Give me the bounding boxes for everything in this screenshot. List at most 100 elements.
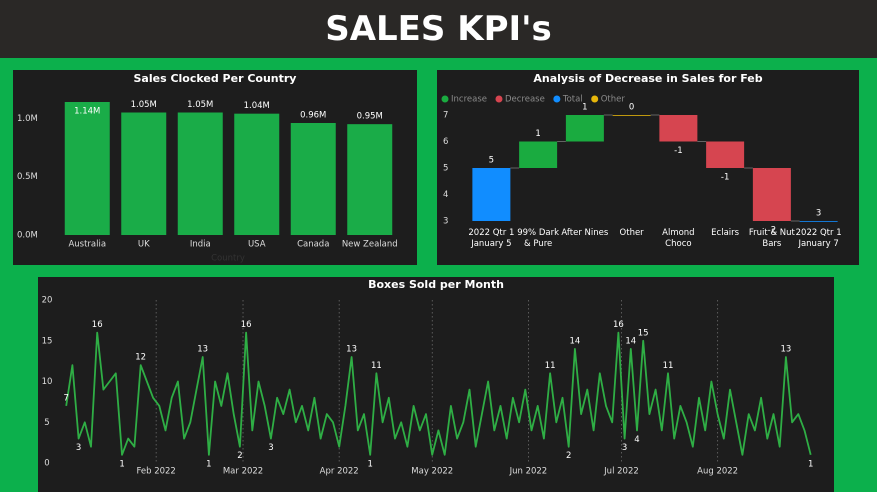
bar [519, 141, 558, 168]
data-line [65, 331, 812, 456]
legend-swatch [495, 95, 503, 103]
data-label: 1.14M [74, 107, 100, 117]
x-tick-label: USA [248, 240, 266, 250]
data-label: 13 [346, 345, 357, 355]
y-tick-label: 4 [443, 190, 448, 200]
page-title: SALES KPI's [0, 0, 877, 58]
y-tick-label: 3 [443, 217, 448, 227]
data-label: 5 [489, 156, 494, 166]
y-tick-label: 5 [443, 164, 448, 174]
legend-swatch [553, 95, 561, 103]
chart: Analysis of Decrease in Sales for Feb In… [441, 72, 838, 236]
bar [706, 141, 745, 168]
bar [64, 102, 110, 235]
data-label: 1.05M [131, 100, 157, 110]
x-tick-label: UK [138, 240, 150, 250]
data-label: -2 [768, 226, 776, 236]
legend-swatch [441, 95, 449, 103]
x-tick-label: Almond Choco [662, 228, 695, 249]
data-label: 1.05M [187, 100, 213, 110]
y-tick-label: 1.0M [17, 114, 38, 124]
x-tick-label: Australia [68, 240, 106, 250]
legend-swatch [591, 95, 599, 103]
data-label: 11 [545, 361, 556, 371]
x-tick-label: 2022 Qtr 1 January 5 [468, 228, 515, 249]
x-axis-label: Country [211, 254, 245, 264]
bar [121, 112, 167, 235]
bar [799, 221, 838, 222]
bar [234, 113, 280, 235]
data-label: -1 [721, 173, 729, 183]
x-tick-label: Fruit & Nut Bars [748, 228, 795, 249]
chart-panel: Analysis of Decrease in Sales for Feb In… [437, 70, 859, 265]
y-tick-label: 0.0M [17, 231, 38, 241]
data-label: 16 [241, 320, 252, 330]
bar [290, 123, 336, 235]
data-label: 0 [629, 103, 634, 113]
x-tick-label: Jul 2022 [603, 467, 639, 477]
data-label: 3 [268, 443, 273, 453]
bar [347, 124, 393, 235]
chart: Sales Clocked Per Country Country 0.0M 0.… [17, 72, 398, 264]
data-label: 15 [638, 328, 649, 338]
bar [752, 168, 791, 221]
y-tick-label: 0 [44, 459, 49, 469]
data-label: 14 [570, 336, 581, 346]
bar [659, 115, 698, 142]
y-tick-label: 15 [42, 336, 53, 346]
bar [472, 168, 511, 221]
data-label: 1 [582, 103, 587, 113]
data-label: 1 [367, 459, 372, 469]
data-label: 1 [206, 459, 211, 469]
x-tick-label: New Zealand [342, 240, 398, 250]
data-label: -1 [674, 146, 682, 156]
x-tick-label: Apr 2022 [320, 467, 359, 477]
legend-label: Decrease [505, 95, 545, 105]
y-tick-label: 7 [443, 111, 448, 121]
data-label: 3 [76, 443, 81, 453]
x-tick-label: 2022 Qtr 1 January 7 [795, 228, 842, 249]
data-label: 12 [135, 353, 146, 363]
data-label: 3 [622, 443, 627, 453]
x-tick-label: India [190, 240, 211, 250]
data-label: 11 [371, 361, 382, 371]
data-label: 1.04M [244, 101, 270, 111]
x-tick-label: May 2022 [411, 467, 453, 477]
x-tick-label: Mar 2022 [223, 467, 263, 477]
data-label: 14 [625, 336, 636, 346]
x-tick-label: 99% Dark & Pure [517, 228, 559, 249]
x-tick-label: Other [619, 228, 644, 238]
data-label: 3 [816, 209, 821, 219]
x-tick-label: Feb 2022 [136, 467, 175, 477]
data-label: 1 [535, 129, 540, 139]
x-tick-label: Canada [297, 240, 329, 250]
x-tick-label: After Nines [561, 228, 609, 238]
data-label: 2 [237, 451, 242, 461]
y-tick-label: 20 [42, 296, 53, 306]
chart-panel: Boxes Sold per Month 0 5 10 15 20 Feb 2022 Mar… [38, 277, 834, 492]
bar [565, 115, 604, 142]
y-tick-label: 0.5M [17, 172, 38, 182]
data-label: 16 [92, 320, 103, 330]
data-label: 0.96M [300, 111, 326, 121]
x-tick-label: Jun 2022 [509, 467, 548, 477]
y-tick-label: 10 [42, 377, 53, 387]
y-tick-label: 6 [443, 137, 448, 147]
legend-label: Other [601, 95, 626, 105]
bar [612, 115, 651, 116]
y-tick-label: 5 [44, 418, 49, 428]
data-label: 7 [63, 393, 68, 403]
chart: Boxes Sold per Month 0 5 10 15 20 Feb 2022 Mar… [42, 278, 814, 477]
x-tick-label: Aug 2022 [697, 467, 738, 477]
data-label: 0.95M [357, 112, 383, 122]
data-label: 1 [119, 459, 124, 469]
data-label: 2 [566, 451, 571, 461]
bar [177, 112, 223, 235]
chart-panel: Sales Clocked Per Country Country 0.0M 0.… [13, 70, 417, 265]
data-label: 11 [663, 361, 674, 371]
chart-title: Boxes Sold per Month [368, 278, 504, 291]
data-label: 16 [613, 320, 624, 330]
data-label: 4 [634, 435, 639, 445]
data-label: 13 [780, 345, 791, 355]
